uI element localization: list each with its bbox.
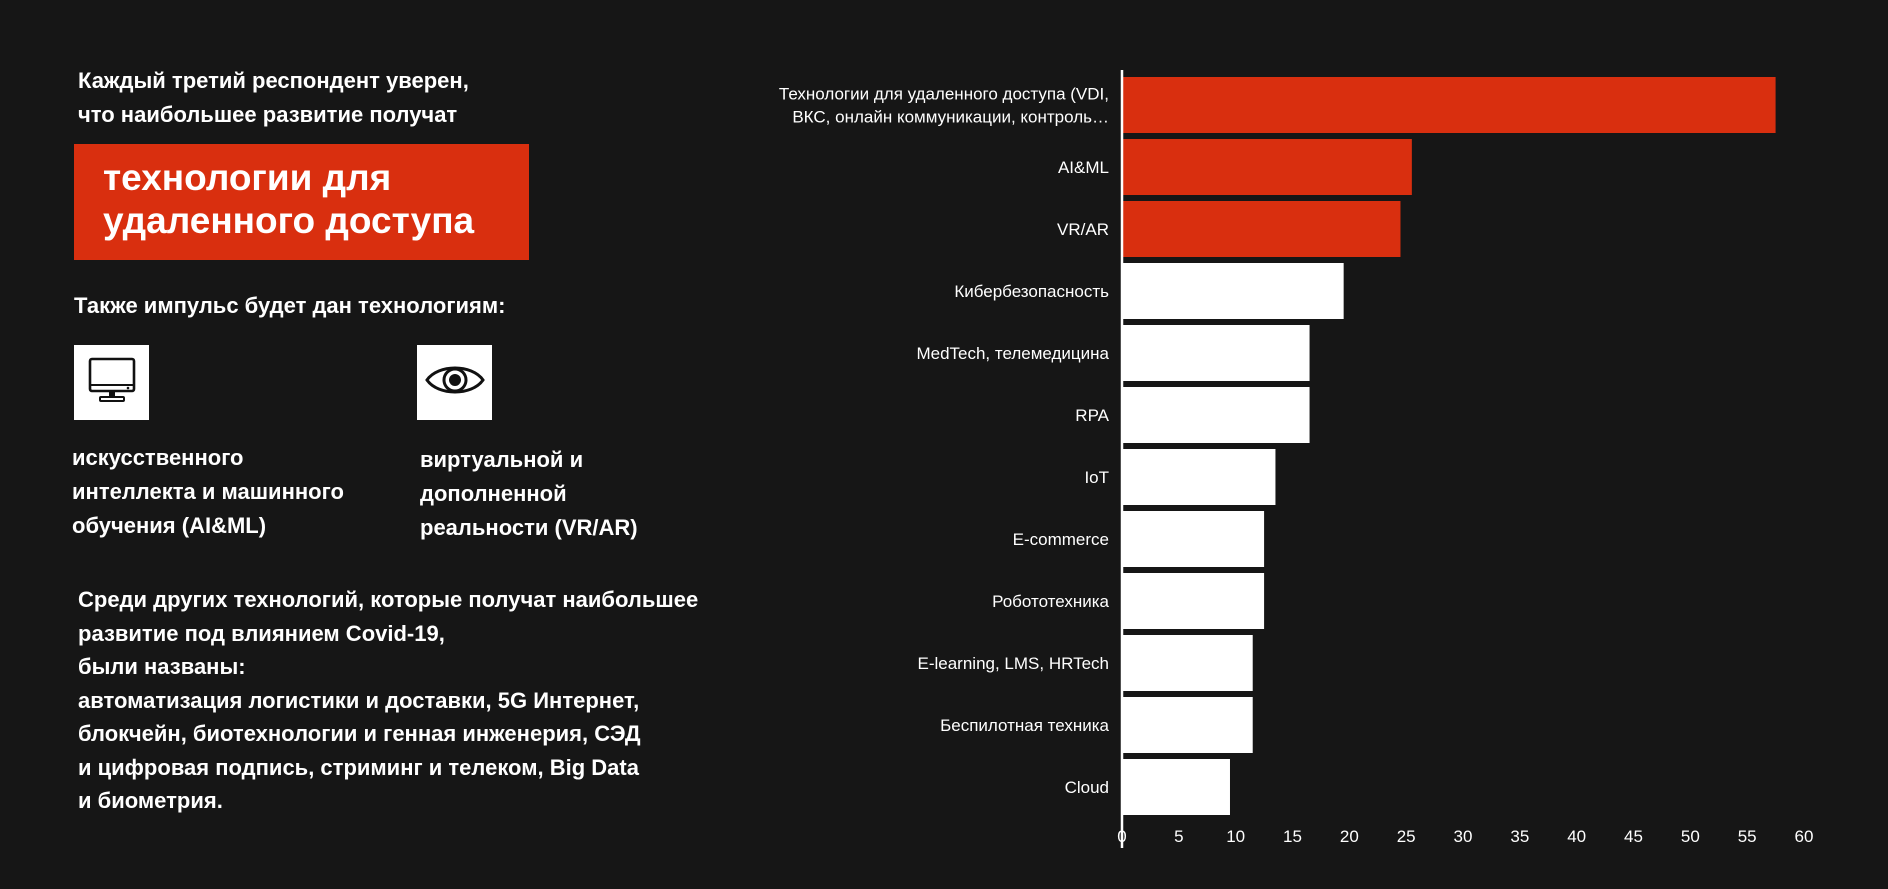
category-label: ВКС, онлайн коммуникации, контроль… <box>792 108 1109 127</box>
category-label: Технологии для удаленного доступа (VDI, <box>779 85 1109 104</box>
also-heading: Также импульс будет дан технологиям: <box>74 293 506 318</box>
bar <box>1123 697 1253 753</box>
x-tick-label: 25 <box>1397 827 1416 846</box>
bar <box>1123 759 1230 815</box>
bar <box>1123 635 1253 691</box>
bar <box>1123 387 1310 443</box>
ai-caption: искусственного интеллекта и машинного об… <box>72 445 344 538</box>
x-tick-label: 10 <box>1226 827 1245 846</box>
bar <box>1123 325 1310 381</box>
x-tick-label: 30 <box>1454 827 1473 846</box>
bar <box>1123 511 1265 567</box>
category-label: Беспилотная техника <box>940 716 1109 735</box>
x-tick-label: 35 <box>1510 827 1529 846</box>
bar <box>1123 449 1276 505</box>
category-label: Cloud <box>1065 778 1109 797</box>
category-label: E-learning, LMS, HRTech <box>918 654 1110 673</box>
category-label: E-commerce <box>1013 530 1109 549</box>
highlight-text: технологии для удаленного доступа <box>103 157 475 241</box>
vr-tile <box>417 345 492 420</box>
bar <box>1123 263 1344 319</box>
category-label: Кибербезопасность <box>954 282 1109 301</box>
x-tick-label: 0 <box>1117 827 1126 846</box>
bar <box>1123 139 1412 195</box>
intro-text: Каждый третий респондент уверен, что наи… <box>78 68 469 127</box>
bar <box>1123 77 1776 133</box>
category-label: RPA <box>1075 406 1109 425</box>
x-tick-label: 50 <box>1681 827 1700 846</box>
x-tick-label: 55 <box>1738 827 1757 846</box>
x-tick-label: 5 <box>1174 827 1183 846</box>
x-tick-label: 45 <box>1624 827 1643 846</box>
x-tick-label: 20 <box>1340 827 1359 846</box>
x-tick-label: 40 <box>1567 827 1586 846</box>
vr-caption: виртуальной и дополненной реальности (VR… <box>420 447 638 540</box>
bar-chart: Технологии для удаленного доступа (VDI, В… <box>740 60 1850 860</box>
monitor-icon <box>87 357 137 408</box>
category-label: MedTech, телемедицина <box>916 344 1109 363</box>
highlight-box: технологии для удаленного доступа <box>74 144 529 260</box>
bar-chart-svg: Технологии для удаленного доступа (VDI, В… <box>779 70 1814 848</box>
category-label: VR/AR <box>1057 220 1109 239</box>
category-label: Робототехника <box>992 592 1109 611</box>
x-tick-label: 15 <box>1283 827 1302 846</box>
left-panel: Каждый третий респондент уверен, что наи… <box>0 0 760 889</box>
bar <box>1123 573 1265 629</box>
ai-tile <box>74 345 149 420</box>
other-technologies-text: Среди других технологий, которые получат… <box>78 587 699 813</box>
bar <box>1123 201 1401 257</box>
category-label: AI&ML <box>1058 158 1109 177</box>
category-label: IoT <box>1084 468 1109 487</box>
x-tick-label: 60 <box>1795 827 1814 846</box>
eye-icon <box>424 362 486 403</box>
